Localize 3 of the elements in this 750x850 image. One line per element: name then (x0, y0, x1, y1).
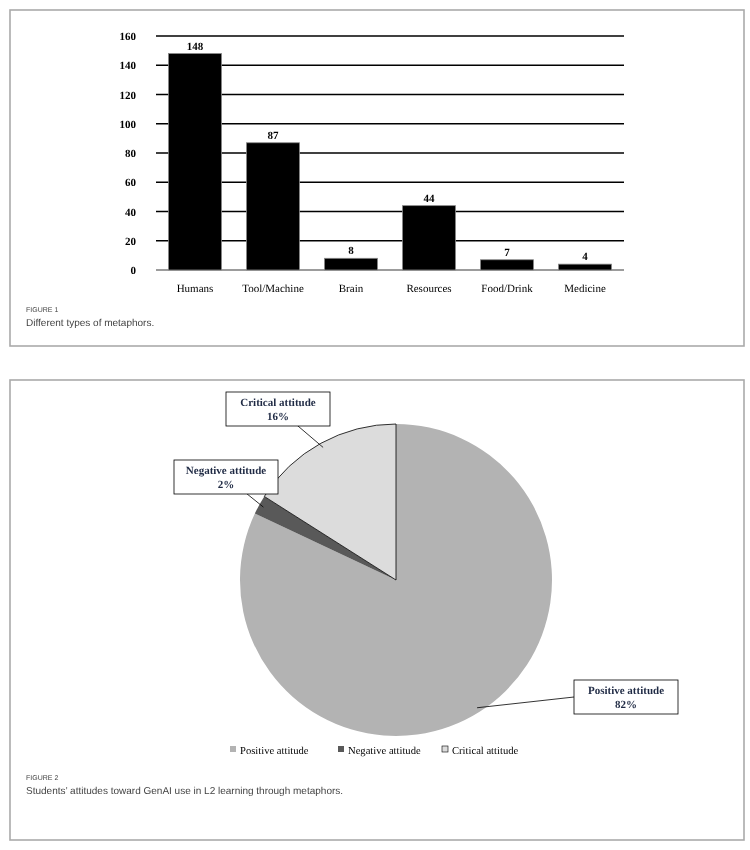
bar (324, 257, 378, 271)
bar (558, 263, 612, 271)
bar (480, 259, 534, 271)
